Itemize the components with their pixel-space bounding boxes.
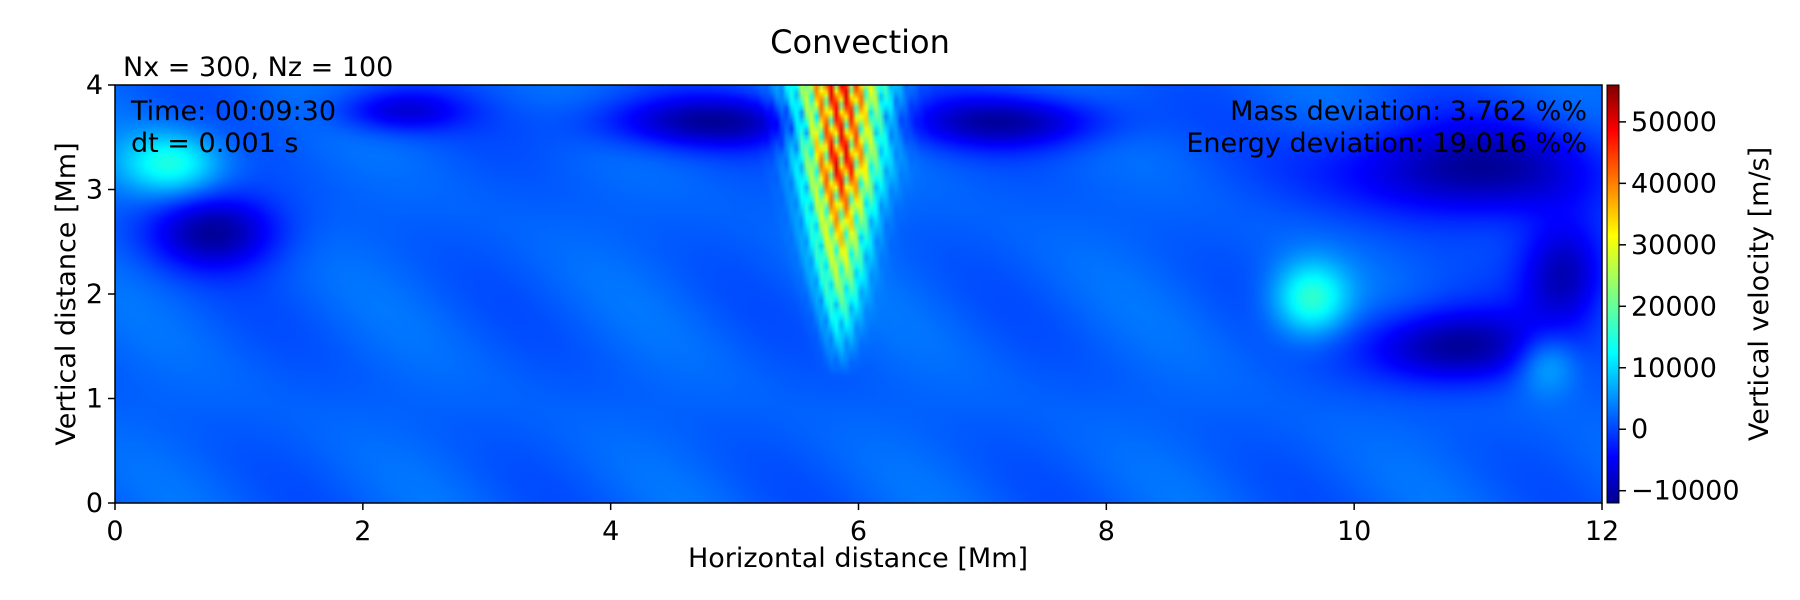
y-tick-label: 2 (86, 279, 103, 310)
x-tick-label: 4 (602, 516, 619, 547)
colorbar: −10000 0 10000 20000 30000 40000 50000 (1606, 84, 1740, 507)
colorbar-tick-label: 30000 (1631, 230, 1717, 261)
y-tick-label: 1 (86, 384, 103, 415)
heatmap-canvas (115, 85, 1602, 503)
chart-title: Convection (770, 23, 950, 61)
colorbar-label: Vertical velocity [m/s] (1744, 147, 1775, 441)
colorbar-tick-label: 40000 (1631, 168, 1717, 199)
annotation-time: Time: 00:09:30 (130, 96, 336, 127)
x-tick-label: 6 (850, 516, 867, 547)
y-axis-label: Vertical distance [Mm] (51, 142, 82, 445)
x-tick-label: 0 (106, 516, 123, 547)
chart-subtitle: Nx = 300, Nz = 100 (123, 52, 393, 83)
y-tick-label: 4 (86, 70, 103, 101)
colorbar-tick-label: 0 (1631, 414, 1648, 445)
x-tick-label: 10 (1337, 516, 1371, 547)
colorbar-tick-label: 10000 (1631, 353, 1717, 384)
colorbar-tick-label: 20000 (1631, 291, 1717, 322)
x-tick-label: 12 (1585, 516, 1619, 547)
heatmap-plot-area (114, 84, 1603, 504)
colorbar-tick-label: 50000 (1631, 107, 1717, 138)
y-axis: 0 1 2 3 4 (86, 70, 115, 519)
colorbar-gradient (1606, 84, 1620, 504)
x-tick-label: 2 (354, 516, 371, 547)
y-tick-label: 0 (86, 488, 103, 519)
x-axis-label: Horizontal distance [Mm] (688, 543, 1028, 574)
annotation-energy-deviation: Energy deviation: 19.016 %% (1186, 128, 1587, 159)
colorbar-ticks: −10000 0 10000 20000 30000 40000 50000 (1619, 107, 1740, 507)
colorbar-tick-label: −10000 (1631, 476, 1740, 507)
annotation-mass-deviation: Mass deviation: 3.762 %% (1230, 96, 1587, 127)
y-tick-label: 3 (86, 175, 103, 206)
x-axis: 0 2 4 6 8 10 12 (106, 503, 1619, 547)
x-tick-label: 8 (1098, 516, 1115, 547)
annotation-dt: dt = 0.001 s (131, 128, 298, 159)
